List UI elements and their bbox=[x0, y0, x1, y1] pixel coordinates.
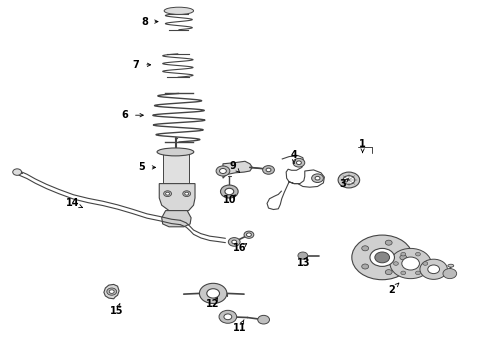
Polygon shape bbox=[162, 211, 191, 227]
Circle shape bbox=[224, 314, 232, 320]
Circle shape bbox=[393, 262, 398, 265]
Text: 16: 16 bbox=[233, 243, 247, 253]
Text: 13: 13 bbox=[297, 258, 311, 268]
Circle shape bbox=[13, 169, 22, 175]
Circle shape bbox=[183, 191, 191, 197]
Circle shape bbox=[220, 185, 238, 198]
FancyBboxPatch shape bbox=[163, 153, 189, 184]
Text: 6: 6 bbox=[122, 110, 128, 120]
Text: 2: 2 bbox=[389, 285, 395, 295]
Circle shape bbox=[199, 283, 227, 303]
Circle shape bbox=[228, 238, 240, 246]
Circle shape bbox=[416, 252, 420, 256]
Circle shape bbox=[244, 231, 254, 238]
Circle shape bbox=[443, 269, 457, 279]
Circle shape bbox=[312, 174, 323, 183]
Text: 4: 4 bbox=[291, 150, 297, 160]
Circle shape bbox=[352, 235, 413, 280]
Text: 14: 14 bbox=[66, 198, 79, 208]
Ellipse shape bbox=[157, 148, 194, 156]
Circle shape bbox=[219, 310, 237, 323]
Circle shape bbox=[423, 262, 428, 265]
Polygon shape bbox=[223, 161, 252, 178]
Circle shape bbox=[293, 158, 305, 167]
Circle shape bbox=[263, 166, 274, 174]
Circle shape bbox=[207, 289, 220, 298]
Circle shape bbox=[258, 315, 270, 324]
Circle shape bbox=[296, 161, 301, 165]
Text: 8: 8 bbox=[141, 17, 148, 27]
Circle shape bbox=[416, 271, 420, 275]
Circle shape bbox=[420, 259, 447, 279]
Circle shape bbox=[400, 255, 407, 260]
Circle shape bbox=[375, 252, 390, 263]
Circle shape bbox=[185, 192, 189, 195]
Circle shape bbox=[166, 192, 170, 195]
Text: 5: 5 bbox=[139, 162, 146, 172]
Circle shape bbox=[266, 168, 271, 172]
Circle shape bbox=[298, 252, 308, 259]
Circle shape bbox=[164, 191, 171, 197]
Circle shape bbox=[109, 290, 114, 293]
Circle shape bbox=[216, 166, 230, 176]
Circle shape bbox=[343, 176, 355, 184]
Circle shape bbox=[232, 240, 237, 244]
Circle shape bbox=[390, 248, 431, 279]
Circle shape bbox=[338, 172, 360, 188]
Circle shape bbox=[220, 168, 226, 174]
Circle shape bbox=[370, 248, 394, 266]
Circle shape bbox=[401, 271, 406, 275]
Polygon shape bbox=[104, 284, 119, 299]
Circle shape bbox=[246, 233, 251, 237]
Circle shape bbox=[385, 240, 392, 245]
Ellipse shape bbox=[164, 7, 194, 14]
Circle shape bbox=[401, 252, 406, 256]
Circle shape bbox=[315, 176, 320, 180]
Ellipse shape bbox=[448, 264, 454, 267]
Circle shape bbox=[225, 188, 234, 195]
Text: 3: 3 bbox=[340, 179, 346, 189]
Polygon shape bbox=[159, 184, 195, 211]
Text: 15: 15 bbox=[110, 306, 123, 316]
Circle shape bbox=[107, 288, 117, 295]
Text: 7: 7 bbox=[133, 60, 140, 70]
Circle shape bbox=[362, 246, 368, 251]
Text: 1: 1 bbox=[359, 139, 366, 149]
Circle shape bbox=[402, 257, 419, 270]
Text: 9: 9 bbox=[229, 161, 236, 171]
Circle shape bbox=[385, 270, 392, 275]
Text: 10: 10 bbox=[222, 195, 236, 205]
Circle shape bbox=[428, 265, 440, 274]
Text: 11: 11 bbox=[233, 323, 247, 333]
Circle shape bbox=[362, 264, 368, 269]
Text: 12: 12 bbox=[206, 299, 220, 309]
